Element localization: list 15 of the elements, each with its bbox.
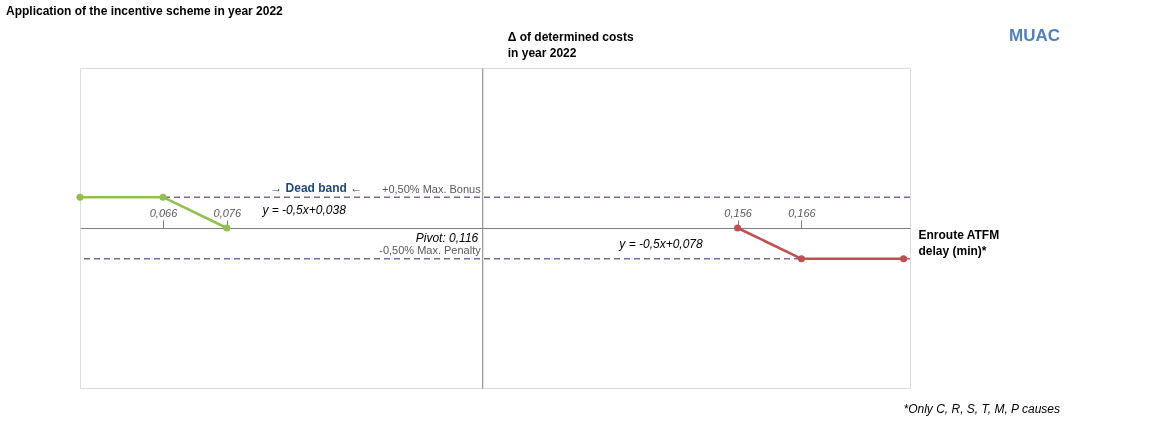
x-tick-label: 0,076 bbox=[213, 206, 242, 219]
annotation: Pivot: 0,116 bbox=[415, 231, 479, 245]
y-tick-label: +0,50% Max. Bonus bbox=[381, 182, 482, 195]
annotation: → Dead band ← bbox=[270, 181, 363, 196]
chart-title: Application of the incentive scheme in year 2022 bbox=[6, 4, 284, 18]
y-tick-label: -0,50% Max. Penalty bbox=[379, 244, 482, 257]
annotation: y = -0,5x+0,078 bbox=[618, 237, 704, 251]
x-axis-title: Enroute ATFM delay (min)* bbox=[918, 227, 1000, 258]
x-tick-label: 0,156 bbox=[724, 206, 753, 219]
y-axis-title: Δ of determined costs in year 2022 bbox=[507, 29, 635, 60]
text: MUAC bbox=[1009, 26, 1060, 45]
x-tick-label: 0,166 bbox=[788, 206, 817, 219]
x-tick-label: 0,066 bbox=[149, 206, 179, 219]
text: *Only C, R, S, T, M, P causes bbox=[903, 402, 1060, 416]
annotation: y = -0,5x+0,038 bbox=[261, 203, 347, 217]
